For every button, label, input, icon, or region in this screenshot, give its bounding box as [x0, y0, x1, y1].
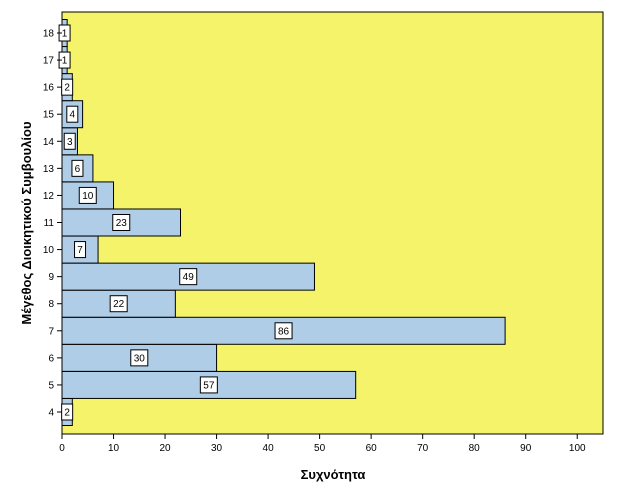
x-tick-label-100: 100	[569, 443, 586, 454]
y-tick-label-15: 15	[43, 110, 55, 121]
x-tick-label-80: 80	[469, 443, 481, 454]
data-label-box-9	[179, 268, 198, 286]
data-label-9: 49	[183, 272, 195, 283]
data-label-14: 3	[67, 137, 73, 148]
x-tick-label-40: 40	[263, 443, 275, 454]
data-label-box-13	[71, 159, 84, 177]
x-tick-label-70: 70	[417, 443, 429, 454]
y-tick-label-8: 8	[48, 299, 54, 310]
y-tick-label-5: 5	[48, 380, 54, 391]
data-labels-layer: 2 57 30 86 22 49 7 23 10 6 3 4 2 1 1	[58, 24, 293, 421]
data-label-box-11	[112, 214, 131, 231]
data-label-12: 10	[82, 191, 94, 202]
data-label-17: 1	[62, 56, 68, 67]
data-label-box-6	[130, 349, 149, 367]
y-tick-label-16: 16	[43, 83, 55, 94]
data-label-11: 23	[116, 218, 128, 229]
x-axis-title: Συχνότητα	[301, 467, 366, 482]
data-label-16: 2	[64, 83, 70, 94]
data-label-15: 4	[70, 110, 76, 121]
x-tick-label-90: 90	[520, 443, 532, 454]
y-tick-label-18: 18	[43, 29, 55, 40]
y-tick-label-14: 14	[43, 137, 55, 148]
y-axis-title: Μέγεθος Διοικητικού Συμβουλίου	[19, 121, 34, 325]
y-tick-label-11: 11	[44, 218, 55, 229]
data-label-5: 57	[203, 380, 215, 391]
data-label-8: 22	[113, 299, 125, 310]
x-tick-label-20: 20	[159, 443, 171, 454]
data-label-18: 1	[62, 29, 68, 40]
data-label-4: 2	[64, 408, 70, 419]
y-tick-label-4: 4	[48, 408, 54, 419]
x-tick-label-30: 30	[211, 443, 223, 454]
bar-5	[61, 370, 357, 399]
x-tick-label-50: 50	[314, 443, 326, 454]
data-label-box-15	[66, 105, 79, 123]
x-tick-label-0: 0	[59, 443, 65, 454]
data-label-box-8	[109, 295, 128, 313]
y-tick-label-12: 12	[43, 191, 55, 202]
y-tick-label-13: 13	[43, 164, 55, 175]
x-tick-label-10: 10	[108, 443, 120, 454]
data-label-13: 6	[75, 164, 81, 175]
y-tick-label-17: 17	[43, 56, 55, 67]
x-tick-label-60: 60	[366, 443, 378, 454]
data-label-box-7	[274, 322, 293, 340]
y-tick-label-9: 9	[48, 272, 54, 283]
y-tick-label-10: 10	[43, 245, 55, 256]
data-label-10: 7	[77, 245, 83, 256]
data-label-box-10	[74, 241, 87, 259]
y-axis: 4 5 6 7 8 9 10 11 12 13 14 15 16 17 18	[43, 29, 62, 419]
data-label-box-12	[78, 186, 97, 204]
y-tick-label-7: 7	[48, 326, 54, 337]
data-label-7: 86	[278, 326, 290, 337]
y-tick-label-6: 6	[48, 353, 54, 364]
x-axis: 0 10 20 30 40 50 60 70 80 90 100	[59, 434, 586, 454]
data-label-box-14	[63, 132, 76, 150]
data-label-box-5	[199, 376, 218, 394]
data-label-6: 30	[134, 353, 146, 364]
